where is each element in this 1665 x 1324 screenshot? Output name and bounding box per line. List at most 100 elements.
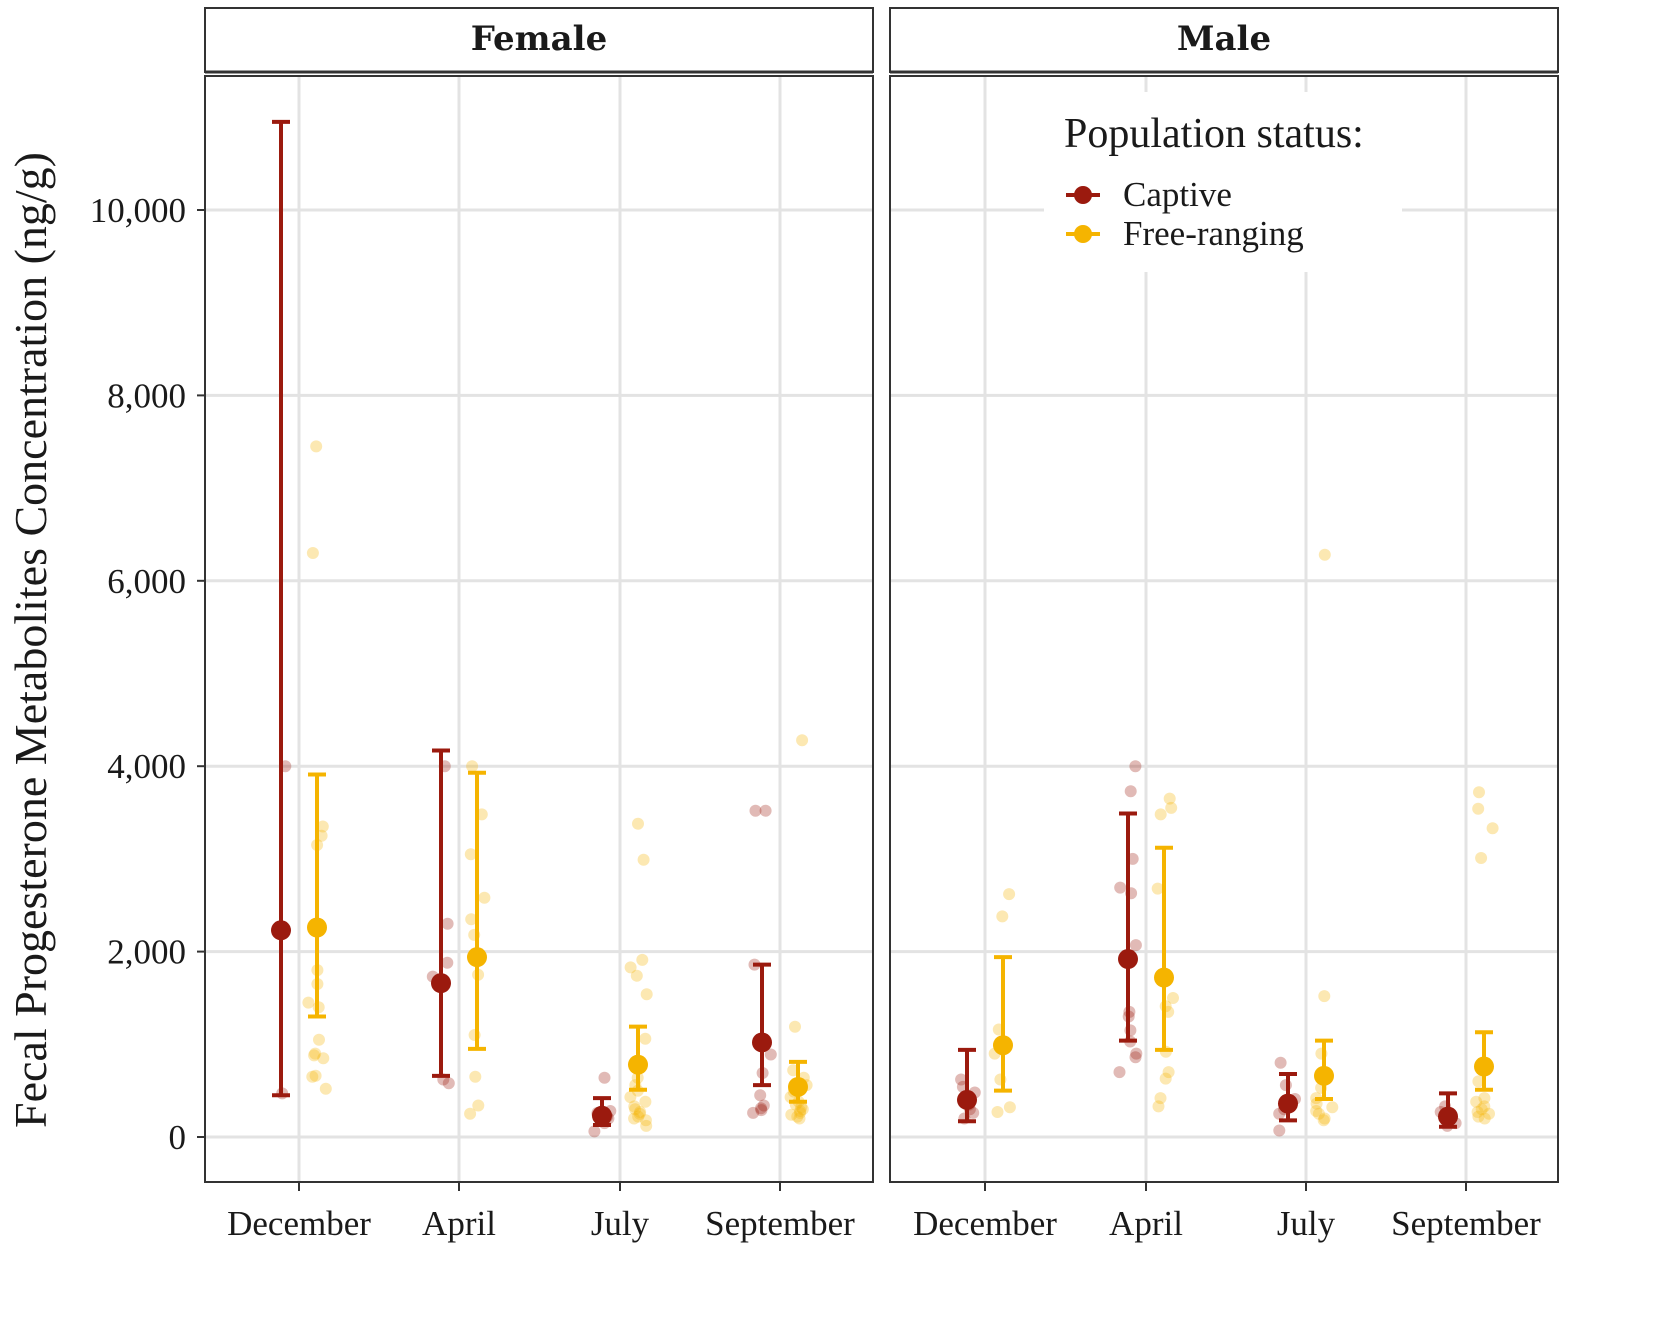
mean-point	[993, 1035, 1013, 1056]
observation-point	[1317, 1114, 1330, 1127]
observation-point	[1472, 1110, 1485, 1123]
observation-point	[588, 1125, 601, 1138]
observation-point	[640, 988, 653, 1001]
observation-point	[1129, 760, 1142, 773]
y-tick-label: 0	[169, 1118, 187, 1157]
legend-item-free-ranging: Free-ranging	[1066, 214, 1304, 253]
mean-point	[788, 1076, 808, 1097]
observation-point	[309, 1047, 322, 1060]
observation-point	[796, 1103, 809, 1116]
observation-point	[1472, 802, 1485, 815]
observation-point	[955, 1073, 968, 1086]
observation-point	[628, 1112, 641, 1125]
x-tick-label: July	[591, 1204, 650, 1243]
observation-point	[1478, 1100, 1491, 1113]
observation-point	[624, 961, 637, 974]
legend-item-captive: Captive	[1066, 175, 1232, 214]
mean-point	[1438, 1106, 1458, 1127]
observation-point	[755, 1104, 768, 1117]
observation-point	[1473, 786, 1485, 799]
mean-point	[1154, 967, 1174, 988]
observation-point	[1471, 1106, 1484, 1118]
observation-point	[1167, 992, 1179, 1004]
observation-point	[1130, 1047, 1143, 1060]
observation-point	[1478, 1092, 1491, 1105]
facet-female: Female	[204, 7, 874, 1183]
observation-point	[1326, 1101, 1339, 1114]
observation-point	[1165, 801, 1178, 814]
observation-point	[796, 734, 809, 747]
observation-point	[1154, 808, 1167, 821]
data-marks	[955, 548, 1499, 1137]
observation-point	[1318, 1112, 1331, 1125]
x-tick-label: September	[705, 1204, 855, 1243]
observation-point	[1472, 1075, 1485, 1088]
observation-point	[636, 953, 649, 966]
observation-point	[1154, 1092, 1167, 1105]
mean-point	[592, 1105, 612, 1126]
observation-point	[1003, 888, 1016, 901]
panel-background	[205, 76, 873, 1182]
observation-point	[628, 1100, 641, 1113]
observation-point	[795, 1101, 808, 1114]
data-marks	[271, 119, 813, 1138]
mean-point	[307, 917, 327, 938]
observation-point	[1475, 852, 1488, 864]
mean-point	[1278, 1093, 1298, 1114]
legend-key-point	[1074, 186, 1092, 204]
x-tick-label: September	[1391, 1204, 1541, 1243]
observation-point	[1163, 792, 1176, 805]
observation-point	[759, 804, 772, 817]
observation-point	[630, 969, 643, 982]
facet-title-female: Female	[471, 19, 607, 59]
mean-point	[431, 973, 451, 994]
observation-point	[1483, 1107, 1495, 1120]
observation-point	[464, 848, 477, 861]
observation-point	[634, 1106, 647, 1118]
facet-strip	[204, 7, 874, 73]
legend: Population status: Captive Free-ranging	[1044, 92, 1402, 272]
observation-point	[747, 1106, 760, 1119]
observation-point	[1152, 1100, 1165, 1113]
facet-title-male: Male	[1177, 19, 1271, 59]
observation-point	[1279, 1079, 1292, 1092]
y-tick-label: 10,000	[90, 191, 186, 230]
observation-point	[967, 1106, 980, 1119]
observation-point	[629, 1103, 642, 1116]
observation-point	[640, 1119, 653, 1132]
observation-point	[465, 913, 478, 926]
observation-point	[1114, 881, 1127, 894]
observation-point	[637, 853, 650, 866]
mean-point	[1118, 949, 1138, 970]
observation-point	[1003, 1101, 1016, 1114]
observation-point	[794, 1106, 806, 1119]
observation-point	[598, 1071, 611, 1084]
observation-point	[1478, 1112, 1491, 1125]
observation-point	[639, 1114, 652, 1127]
observation-point	[1273, 1124, 1286, 1137]
x-tick-label: April	[422, 1204, 496, 1243]
observation-point	[1274, 1056, 1287, 1069]
observation-point	[306, 547, 319, 559]
observation-point	[791, 1110, 804, 1123]
observation-point	[794, 1105, 807, 1117]
observation-point	[313, 1033, 325, 1046]
mean-point	[467, 947, 487, 968]
observation-point	[308, 1049, 321, 1062]
observation-point	[316, 820, 329, 833]
observation-point	[442, 1077, 455, 1090]
observation-point	[632, 1110, 645, 1123]
y-tick-label: 2,000	[107, 933, 186, 972]
observation-point	[764, 1048, 777, 1061]
observation-point	[466, 760, 479, 773]
observation-point	[1151, 882, 1164, 895]
observation-point	[1486, 822, 1499, 835]
y-tick-label: 8,000	[107, 376, 186, 415]
mean-point	[271, 920, 291, 941]
observation-point	[464, 1107, 477, 1120]
mean-point	[1314, 1065, 1334, 1086]
mean-point	[1474, 1056, 1494, 1077]
observation-point	[793, 1112, 806, 1125]
observation-point	[1318, 990, 1331, 1003]
observation-point	[755, 1102, 767, 1115]
